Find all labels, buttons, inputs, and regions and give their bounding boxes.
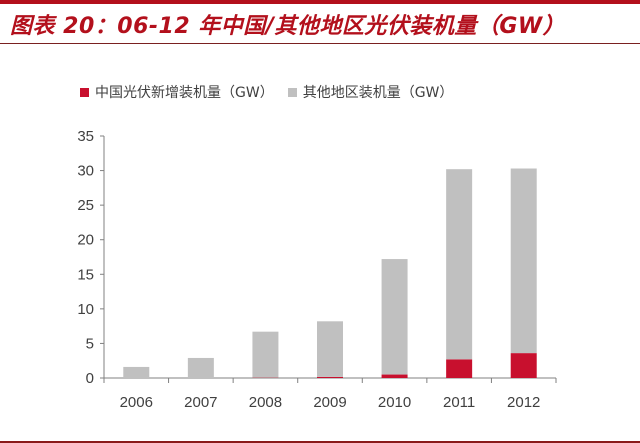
- legend-label-china: 中国光伏新增装机量（GW）: [95, 85, 274, 101]
- x-tick-label: 2009: [313, 394, 346, 411]
- bar-other-2006: [123, 366, 150, 378]
- x-tick-label: 2006: [120, 394, 153, 411]
- y-tick-label: 25: [77, 197, 94, 214]
- y-tick-label: 15: [77, 266, 94, 283]
- y-tick-label: 30: [77, 163, 94, 180]
- bar-china-2011: [446, 359, 473, 378]
- y-tick-label: 35: [77, 128, 94, 145]
- bar-other-2012: [510, 168, 537, 354]
- x-tick-label: 2008: [249, 394, 282, 411]
- x-tick-label: 2012: [507, 394, 540, 411]
- x-tick-label: 2010: [378, 394, 411, 411]
- bar-china-2009: [317, 376, 343, 378]
- legend-swatch-other: [287, 87, 297, 97]
- y-tick-label: 5: [86, 335, 94, 352]
- bar-other-2010: [381, 259, 408, 375]
- y-tick-label: 10: [77, 301, 94, 318]
- y-tick-label: 0: [86, 370, 94, 387]
- legend-item-other: 其他地区装机量（GW）: [287, 82, 454, 102]
- top-accent-rule: [0, 0, 640, 4]
- legend-item-china: 中国光伏新增装机量（GW）: [80, 82, 274, 102]
- title-divider: [0, 43, 640, 44]
- bar-china-2010: [381, 374, 408, 378]
- y-tick-label: 20: [77, 232, 94, 249]
- x-tick-label: 2011: [443, 394, 475, 411]
- bar-other-2011: [446, 169, 473, 360]
- chart-legend: 中国光伏新增装机量（GW） 其他地区装机量（GW）: [80, 82, 467, 102]
- bar-other-2009: [317, 321, 343, 377]
- chart-title: 图表 20：06-12 年中国/其他地区光伏装机量（GW）: [10, 14, 566, 39]
- legend-swatch-china: [80, 87, 89, 97]
- bar-china-2012: [510, 353, 537, 378]
- bar-other-2007: [187, 357, 214, 378]
- legend-label-other: 其他地区装机量（GW）: [302, 85, 454, 101]
- bottom-accent-rule: [0, 441, 640, 443]
- x-tick-label: 2007: [184, 394, 217, 411]
- bar-other-2008: [252, 331, 279, 378]
